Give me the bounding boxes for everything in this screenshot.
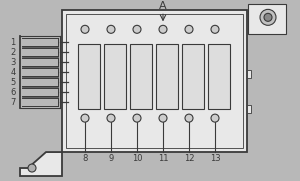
Bar bbox=[130, 44, 152, 109]
Text: 10: 10 bbox=[132, 153, 142, 163]
Text: 7: 7 bbox=[10, 98, 16, 107]
Bar bbox=[66, 14, 243, 148]
Text: 13: 13 bbox=[210, 153, 220, 163]
Text: 4: 4 bbox=[11, 68, 16, 77]
Circle shape bbox=[133, 114, 141, 122]
Text: 11: 11 bbox=[158, 153, 168, 163]
Text: 2: 2 bbox=[11, 48, 16, 57]
Text: 3: 3 bbox=[10, 58, 16, 67]
Text: A: A bbox=[159, 1, 167, 11]
Circle shape bbox=[211, 25, 219, 33]
Bar bbox=[78, 44, 100, 109]
Circle shape bbox=[107, 25, 115, 33]
Circle shape bbox=[133, 25, 141, 33]
Circle shape bbox=[81, 114, 89, 122]
Polygon shape bbox=[20, 152, 62, 176]
Text: 5: 5 bbox=[11, 78, 16, 87]
Circle shape bbox=[260, 9, 276, 25]
Circle shape bbox=[107, 114, 115, 122]
Circle shape bbox=[211, 114, 219, 122]
Text: 9: 9 bbox=[108, 153, 114, 163]
Bar bbox=[62, 10, 247, 152]
Text: 8: 8 bbox=[82, 153, 88, 163]
Circle shape bbox=[28, 164, 36, 172]
Circle shape bbox=[81, 25, 89, 33]
Bar bbox=[248, 4, 286, 34]
Text: 12: 12 bbox=[184, 153, 194, 163]
Bar bbox=[208, 44, 230, 109]
Bar bbox=[247, 70, 251, 78]
Circle shape bbox=[159, 25, 167, 33]
Circle shape bbox=[185, 25, 193, 33]
Circle shape bbox=[264, 13, 272, 21]
Bar bbox=[182, 44, 204, 109]
Circle shape bbox=[185, 114, 193, 122]
Bar bbox=[156, 44, 178, 109]
Circle shape bbox=[159, 114, 167, 122]
Bar bbox=[104, 44, 126, 109]
Text: 1: 1 bbox=[11, 38, 16, 47]
Text: 6: 6 bbox=[10, 88, 16, 97]
Bar bbox=[247, 105, 251, 113]
